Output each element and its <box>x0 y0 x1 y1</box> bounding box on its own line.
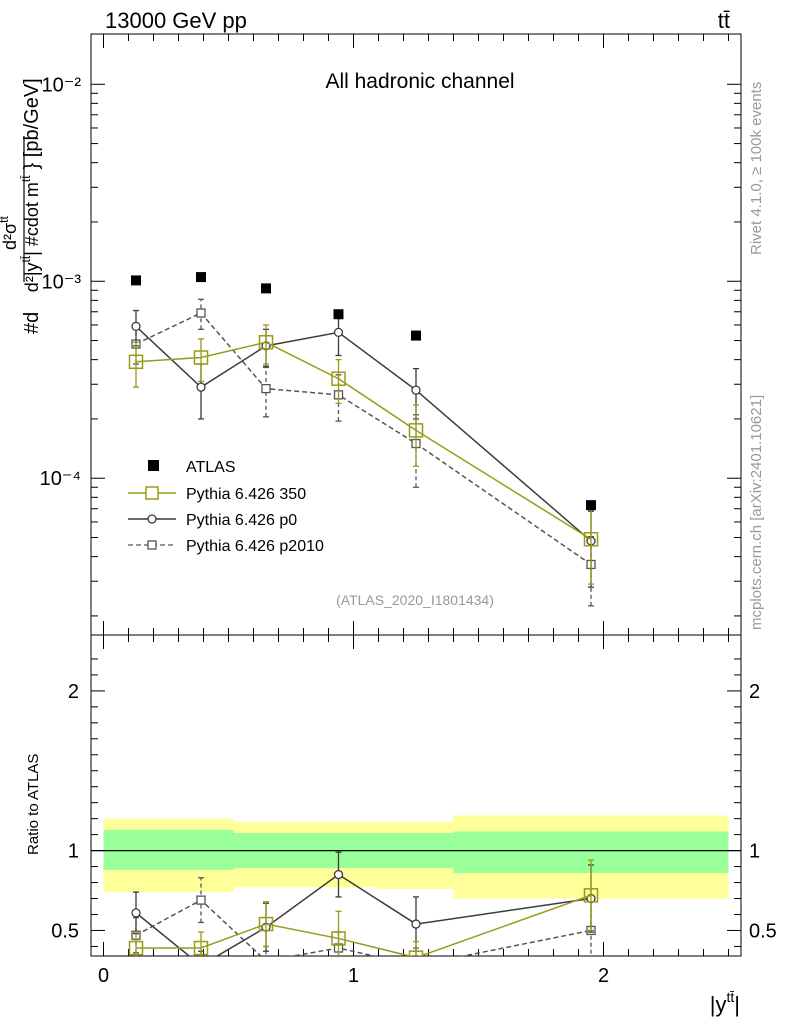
ratio-p350-point <box>583 888 599 903</box>
main-p350-point <box>331 371 346 386</box>
legend-p350-label: Pythia 6.426 350 <box>186 486 306 503</box>
main-y-axis-numerator: d²σtt̄ <box>0 216 20 250</box>
chart-title: All hadronic channel <box>325 70 514 93</box>
main-p0-point <box>333 327 344 338</box>
main-p350-point <box>408 423 424 438</box>
y-label-units: } [pb/GeV] <box>21 78 43 169</box>
analysis-label: (ATLAS_2020_I1801434) <box>336 592 494 608</box>
axes-ticks: 10⁻² 10⁻³ 10⁻⁴ 0.5 0.5 1 1 2 2 0 1 2 <box>40 34 777 987</box>
process-label: tt̄ <box>718 8 730 33</box>
main-p350-point <box>193 350 209 365</box>
ratio-p350-point <box>408 950 424 956</box>
main-atlas-point <box>131 275 141 286</box>
main-p350-point <box>583 532 599 547</box>
legend-p2010-label: Pythia 6.426 p2010 <box>186 538 324 555</box>
ratio-band-inner <box>103 829 234 870</box>
y-label-denominator: d²|y <box>22 263 42 293</box>
x-axis-label-sup: tt̄ <box>727 989 735 1005</box>
main-atlas-point <box>586 500 596 511</box>
ratio-p0-line <box>135 873 592 956</box>
ratio-p0-point <box>131 908 141 918</box>
ratio-p350-point <box>331 931 346 946</box>
x-tick-label: 0 <box>98 965 109 987</box>
ratio-p2010-point <box>262 957 270 965</box>
main-atlas-point <box>261 283 271 294</box>
ratio-plot-series <box>128 851 599 970</box>
ratio-p2010-point <box>196 895 206 905</box>
y-tick-label: 10⁻³ <box>42 271 82 293</box>
main-p0-point <box>131 321 141 332</box>
y-label-denominator-end: | #cdot m <box>22 182 42 256</box>
legend-p0-marker <box>147 514 157 524</box>
main-p2010-line <box>135 312 592 566</box>
x-tick-label: 2 <box>598 965 609 987</box>
main-p2010-point <box>261 383 271 394</box>
ratio-p350-point <box>193 940 209 956</box>
main-p0-point <box>196 382 206 392</box>
ratio-p0-point <box>197 962 205 970</box>
y-label-numerator-sup: tt̄ <box>0 216 11 223</box>
main-p2010-point <box>196 308 206 318</box>
ratio-p0-point <box>333 869 344 880</box>
rivet-label: Rivet 4.1.0, ≥ 100k events <box>748 82 765 255</box>
ratio-y-tick-label-right: 1 <box>749 841 760 863</box>
main-p350-line <box>135 341 592 540</box>
main-p350-point <box>258 335 274 350</box>
main-p0-line <box>135 325 592 542</box>
y-label-hash-d: #d <box>21 312 43 334</box>
main-plot-series <box>128 272 599 607</box>
legend: ATLAS Pythia 6.426 350 Pythia 6.426 p0 P… <box>128 459 324 555</box>
x-axis-label-close: | <box>734 992 740 1017</box>
main-atlas-point <box>196 272 206 283</box>
ratio-uncertainty-bands <box>91 815 741 899</box>
ratio-y-tick-label-left: 0.5 <box>51 920 79 942</box>
ratio-p350-point <box>128 940 144 956</box>
main-p350-point <box>128 354 144 370</box>
main-p0-point <box>411 385 421 395</box>
ratio-p350-point <box>258 916 274 932</box>
x-axis-label: |ytt̄| <box>710 989 740 1017</box>
legend-p2010-marker <box>147 540 157 550</box>
legend-p0-label: Pythia 6.426 p0 <box>186 512 297 529</box>
legend-p350-marker <box>145 486 159 500</box>
x-tick-label: 1 <box>348 965 359 987</box>
y-tick-label: 10⁻² <box>42 74 82 96</box>
main-y-axis-label: #d d²|ytt̄| #cdot mtt̄} [pb/GeV] <box>19 78 43 334</box>
ratio-y-axis-label: Ratio to ATLAS <box>25 754 42 855</box>
y-label-m-sup: tt̄ <box>19 175 33 182</box>
ratio-p350-line <box>136 894 592 956</box>
main-atlas-point <box>411 330 421 341</box>
y-label-denominator-sup: tt̄ <box>19 255 33 262</box>
source-label: mcplots.cern.ch [arXiv:2401.10621] <box>748 395 765 630</box>
ratio-p2010-point <box>412 962 420 970</box>
ratio-y-tick-label-left: 2 <box>68 681 79 703</box>
ratio-y-tick-label-right: 2 <box>749 681 760 703</box>
y-tick-label: 10⁻⁴ <box>40 468 81 490</box>
ratio-y-tick-label-right: 0.5 <box>749 920 777 942</box>
energy-label: 13000 GeV pp <box>105 8 247 33</box>
legend-atlas-label: ATLAS <box>186 459 236 476</box>
ratio-y-tick-label-left: 1 <box>68 841 79 863</box>
legend-atlas-marker <box>148 460 159 471</box>
main-atlas-point <box>333 309 344 320</box>
ratio-p0-point <box>411 919 421 929</box>
